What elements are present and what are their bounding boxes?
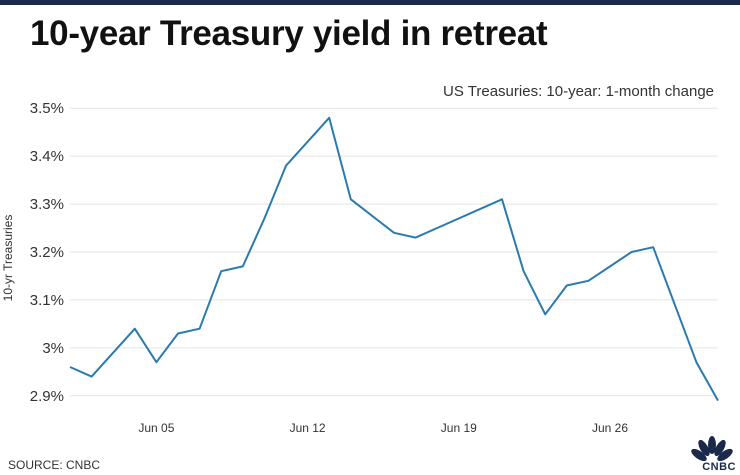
x-tick-label: Jun 26 xyxy=(592,421,628,435)
y-tick-label: 3.2% xyxy=(30,244,64,261)
y-tick-label: 2.9% xyxy=(30,388,64,405)
chart-subtitle: US Treasuries: 10-year: 1-month change xyxy=(443,83,714,100)
yield-series-line xyxy=(69,116,719,402)
x-tick-label: Jun 05 xyxy=(138,421,174,435)
x-tick-label: Jun 12 xyxy=(290,421,326,435)
top-accent-bar xyxy=(0,0,740,5)
y-tick-label: 3.3% xyxy=(30,196,64,213)
y-tick-label: 3.4% xyxy=(30,148,64,165)
cnbc-peacock-logo-icon xyxy=(690,431,734,467)
x-tick-label: Jun 19 xyxy=(441,421,477,435)
chart-title: 10-year Treasury yield in retreat xyxy=(30,14,548,53)
logo-text: CNBC xyxy=(702,461,736,473)
y-tick-label: 3.5% xyxy=(30,100,64,117)
y-tick-label: 3.1% xyxy=(30,292,64,309)
source-note: SOURCE: CNBC xyxy=(8,458,101,472)
y-tick-label: 3% xyxy=(42,340,64,357)
